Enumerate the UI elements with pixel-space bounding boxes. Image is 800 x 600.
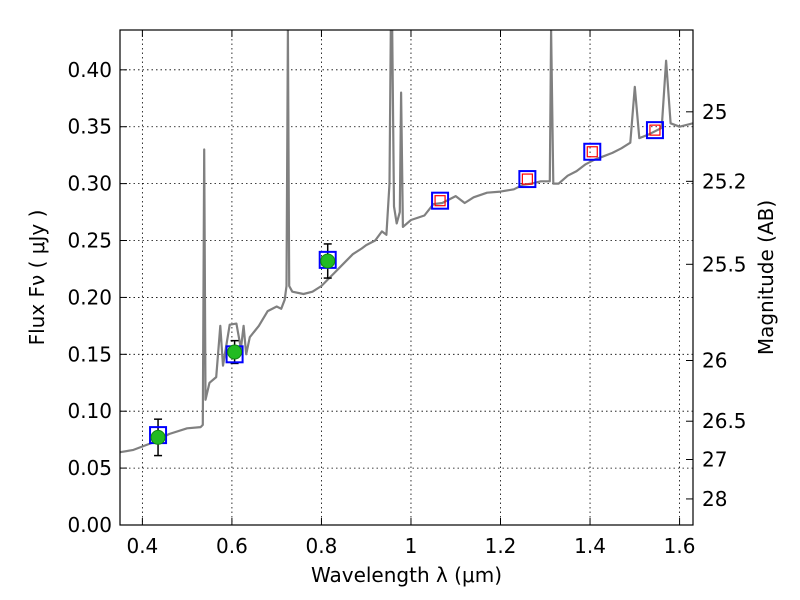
model-square-predicted	[431, 191, 450, 210]
predicted-inner-square	[586, 146, 598, 158]
mag-tick-label: 25	[702, 100, 727, 124]
x-tick-label: 0.6	[216, 534, 248, 558]
x-tick-label: 1	[405, 534, 418, 558]
plot-frame	[119, 29, 694, 526]
spectrum-line	[120, 30, 693, 454]
mag-tick-label: 25.5	[702, 252, 747, 276]
observed-point	[320, 253, 336, 269]
y-tick-label: 0.20	[67, 285, 112, 309]
y-tick-label: 0.35	[67, 115, 112, 139]
y-tick-label: 0.00	[67, 513, 112, 537]
predicted-inner-square	[434, 195, 446, 207]
y-tick-label: 0.15	[67, 342, 112, 366]
y-tick-label: 0.30	[67, 172, 112, 196]
model-square-predicted	[583, 142, 602, 161]
y-tick-label: 0.05	[67, 456, 112, 480]
mag-tick-label: 26	[702, 349, 727, 373]
x-tick-label: 1.4	[574, 534, 606, 558]
axis-tick-labels: 0.4 0.6 0.8 1 1.2 1.4 1.6 0.00 0.05 0.10 0.15 0.20 0…	[67, 58, 746, 558]
spectrum-series	[120, 30, 693, 454]
mag-tick-label: 28	[702, 487, 727, 511]
mag-tick-label: 27	[702, 448, 727, 472]
observed-point	[227, 344, 243, 360]
axis-ticks	[120, 30, 693, 526]
x-tick-label: 0.4	[126, 534, 158, 558]
y-tick-label: 0.40	[67, 58, 112, 82]
y-tick-label: 0.25	[67, 229, 112, 253]
predicted-inner-square	[649, 124, 661, 136]
model-square-predicted	[645, 121, 664, 140]
y-tick-label: 0.10	[67, 399, 112, 423]
photometry-markers	[149, 121, 664, 457]
model-square-predicted	[518, 170, 537, 189]
x-tick-label: 0.8	[306, 534, 338, 558]
mag-tick-label: 25.2	[702, 169, 747, 193]
x-axis-label: Wavelength λ (μm)	[311, 563, 502, 587]
y-axis-label: Flux Fν ( μJy )	[25, 210, 49, 346]
predicted-inner-square	[521, 173, 533, 185]
right-axis-label: Magnitude (AB)	[754, 200, 778, 355]
x-tick-label: 1.2	[485, 534, 517, 558]
x-tick-label: 1.6	[664, 534, 696, 558]
observed-point	[150, 429, 166, 445]
mag-tick-label: 26.5	[702, 409, 747, 433]
